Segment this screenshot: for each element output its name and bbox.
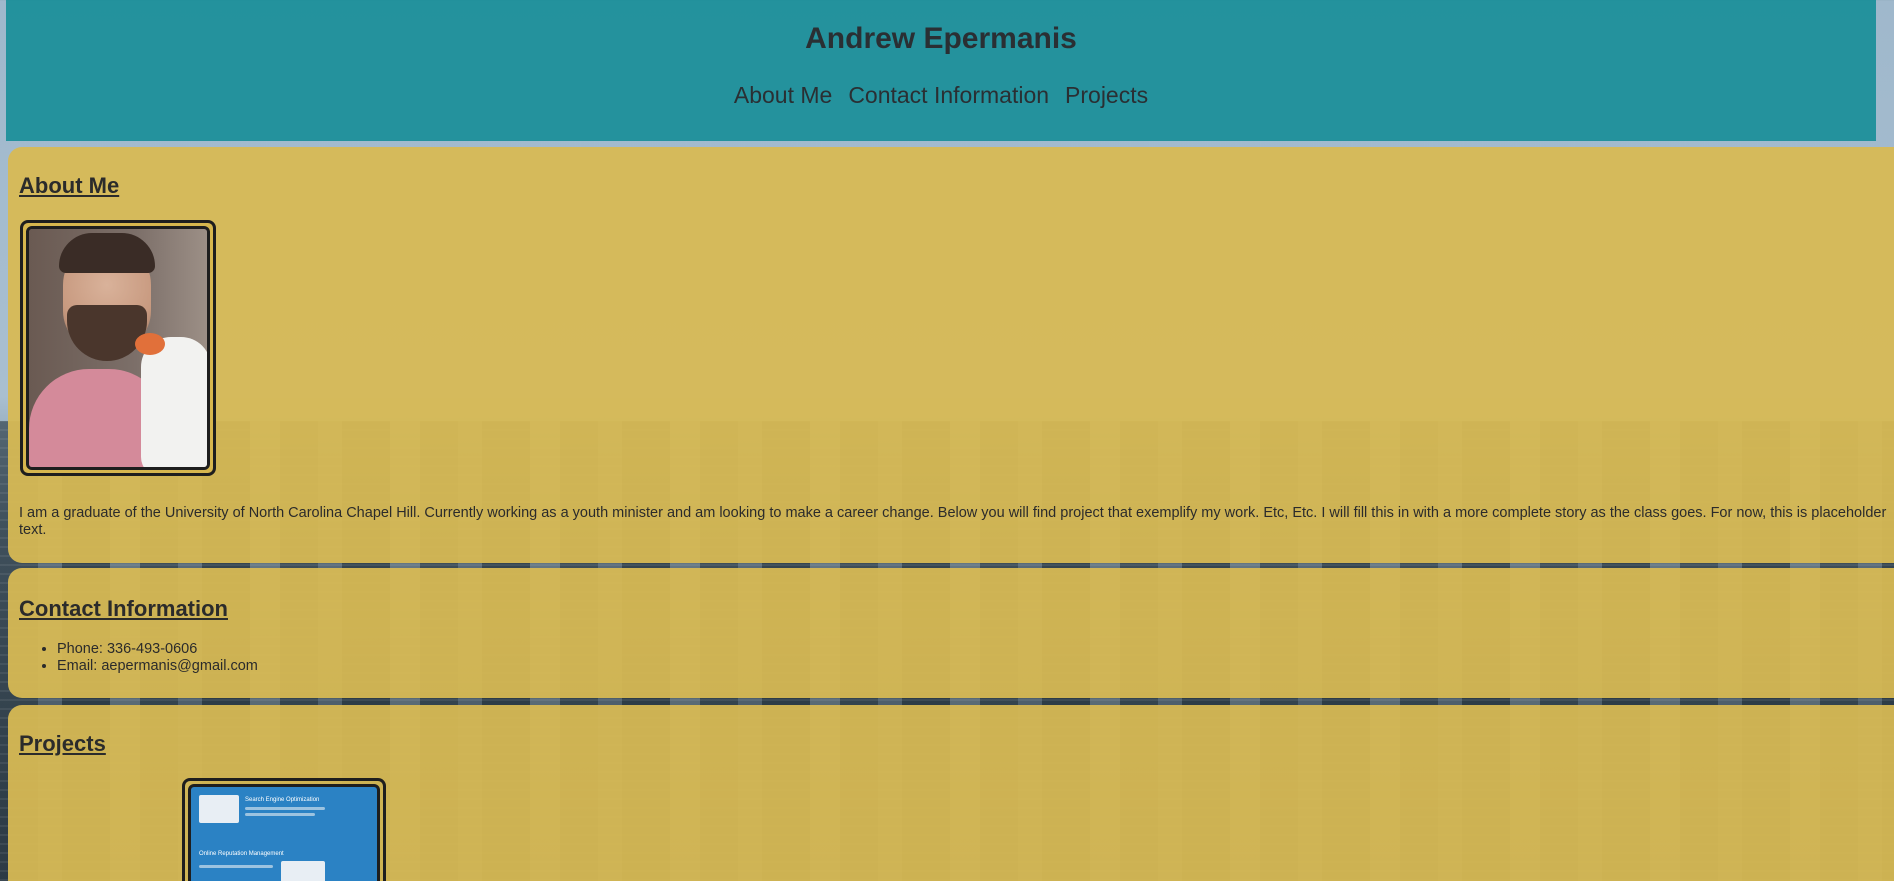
contact-heading: Contact Information	[19, 596, 228, 621]
site-title: Andrew Epermanis	[805, 22, 1077, 55]
nav-link-contact[interactable]: Contact Information	[848, 82, 1050, 108]
project-label-orm: Online Reputation Management	[199, 851, 284, 857]
projects-heading: Projects	[19, 731, 106, 756]
site-header: Andrew Epermanis About Me Contact Inform…	[6, 0, 1876, 141]
portrait-image	[26, 226, 210, 470]
contact-phone: Phone: 336-493-0606	[57, 641, 258, 658]
about-section: About Me I am a graduate of the Universi…	[8, 147, 1894, 563]
contact-email: Email: aepermanis@gmail.com	[57, 658, 258, 675]
nav-link-about[interactable]: About Me	[733, 82, 833, 108]
portrait-photo	[20, 220, 216, 476]
project-thumbnail[interactable]: Search Engine Optimization Online Reputa…	[182, 778, 386, 881]
about-text: I am a graduate of the University of Nor…	[19, 505, 1887, 538]
projects-section: Projects Search Engine Optimization Onli…	[8, 705, 1894, 881]
nav-link-projects[interactable]: Projects	[1065, 82, 1149, 108]
about-heading: About Me	[19, 173, 120, 198]
contact-section: Contact Information Phone: 336-493-0606 …	[8, 568, 1894, 698]
contact-list: Phone: 336-493-0606 Email: aepermanis@gm…	[19, 641, 258, 675]
project-label-seo: Search Engine Optimization	[245, 797, 320, 803]
main-nav: About Me Contact Information Projects	[6, 82, 1876, 109]
project-image: Search Engine Optimization Online Reputa…	[188, 784, 380, 881]
